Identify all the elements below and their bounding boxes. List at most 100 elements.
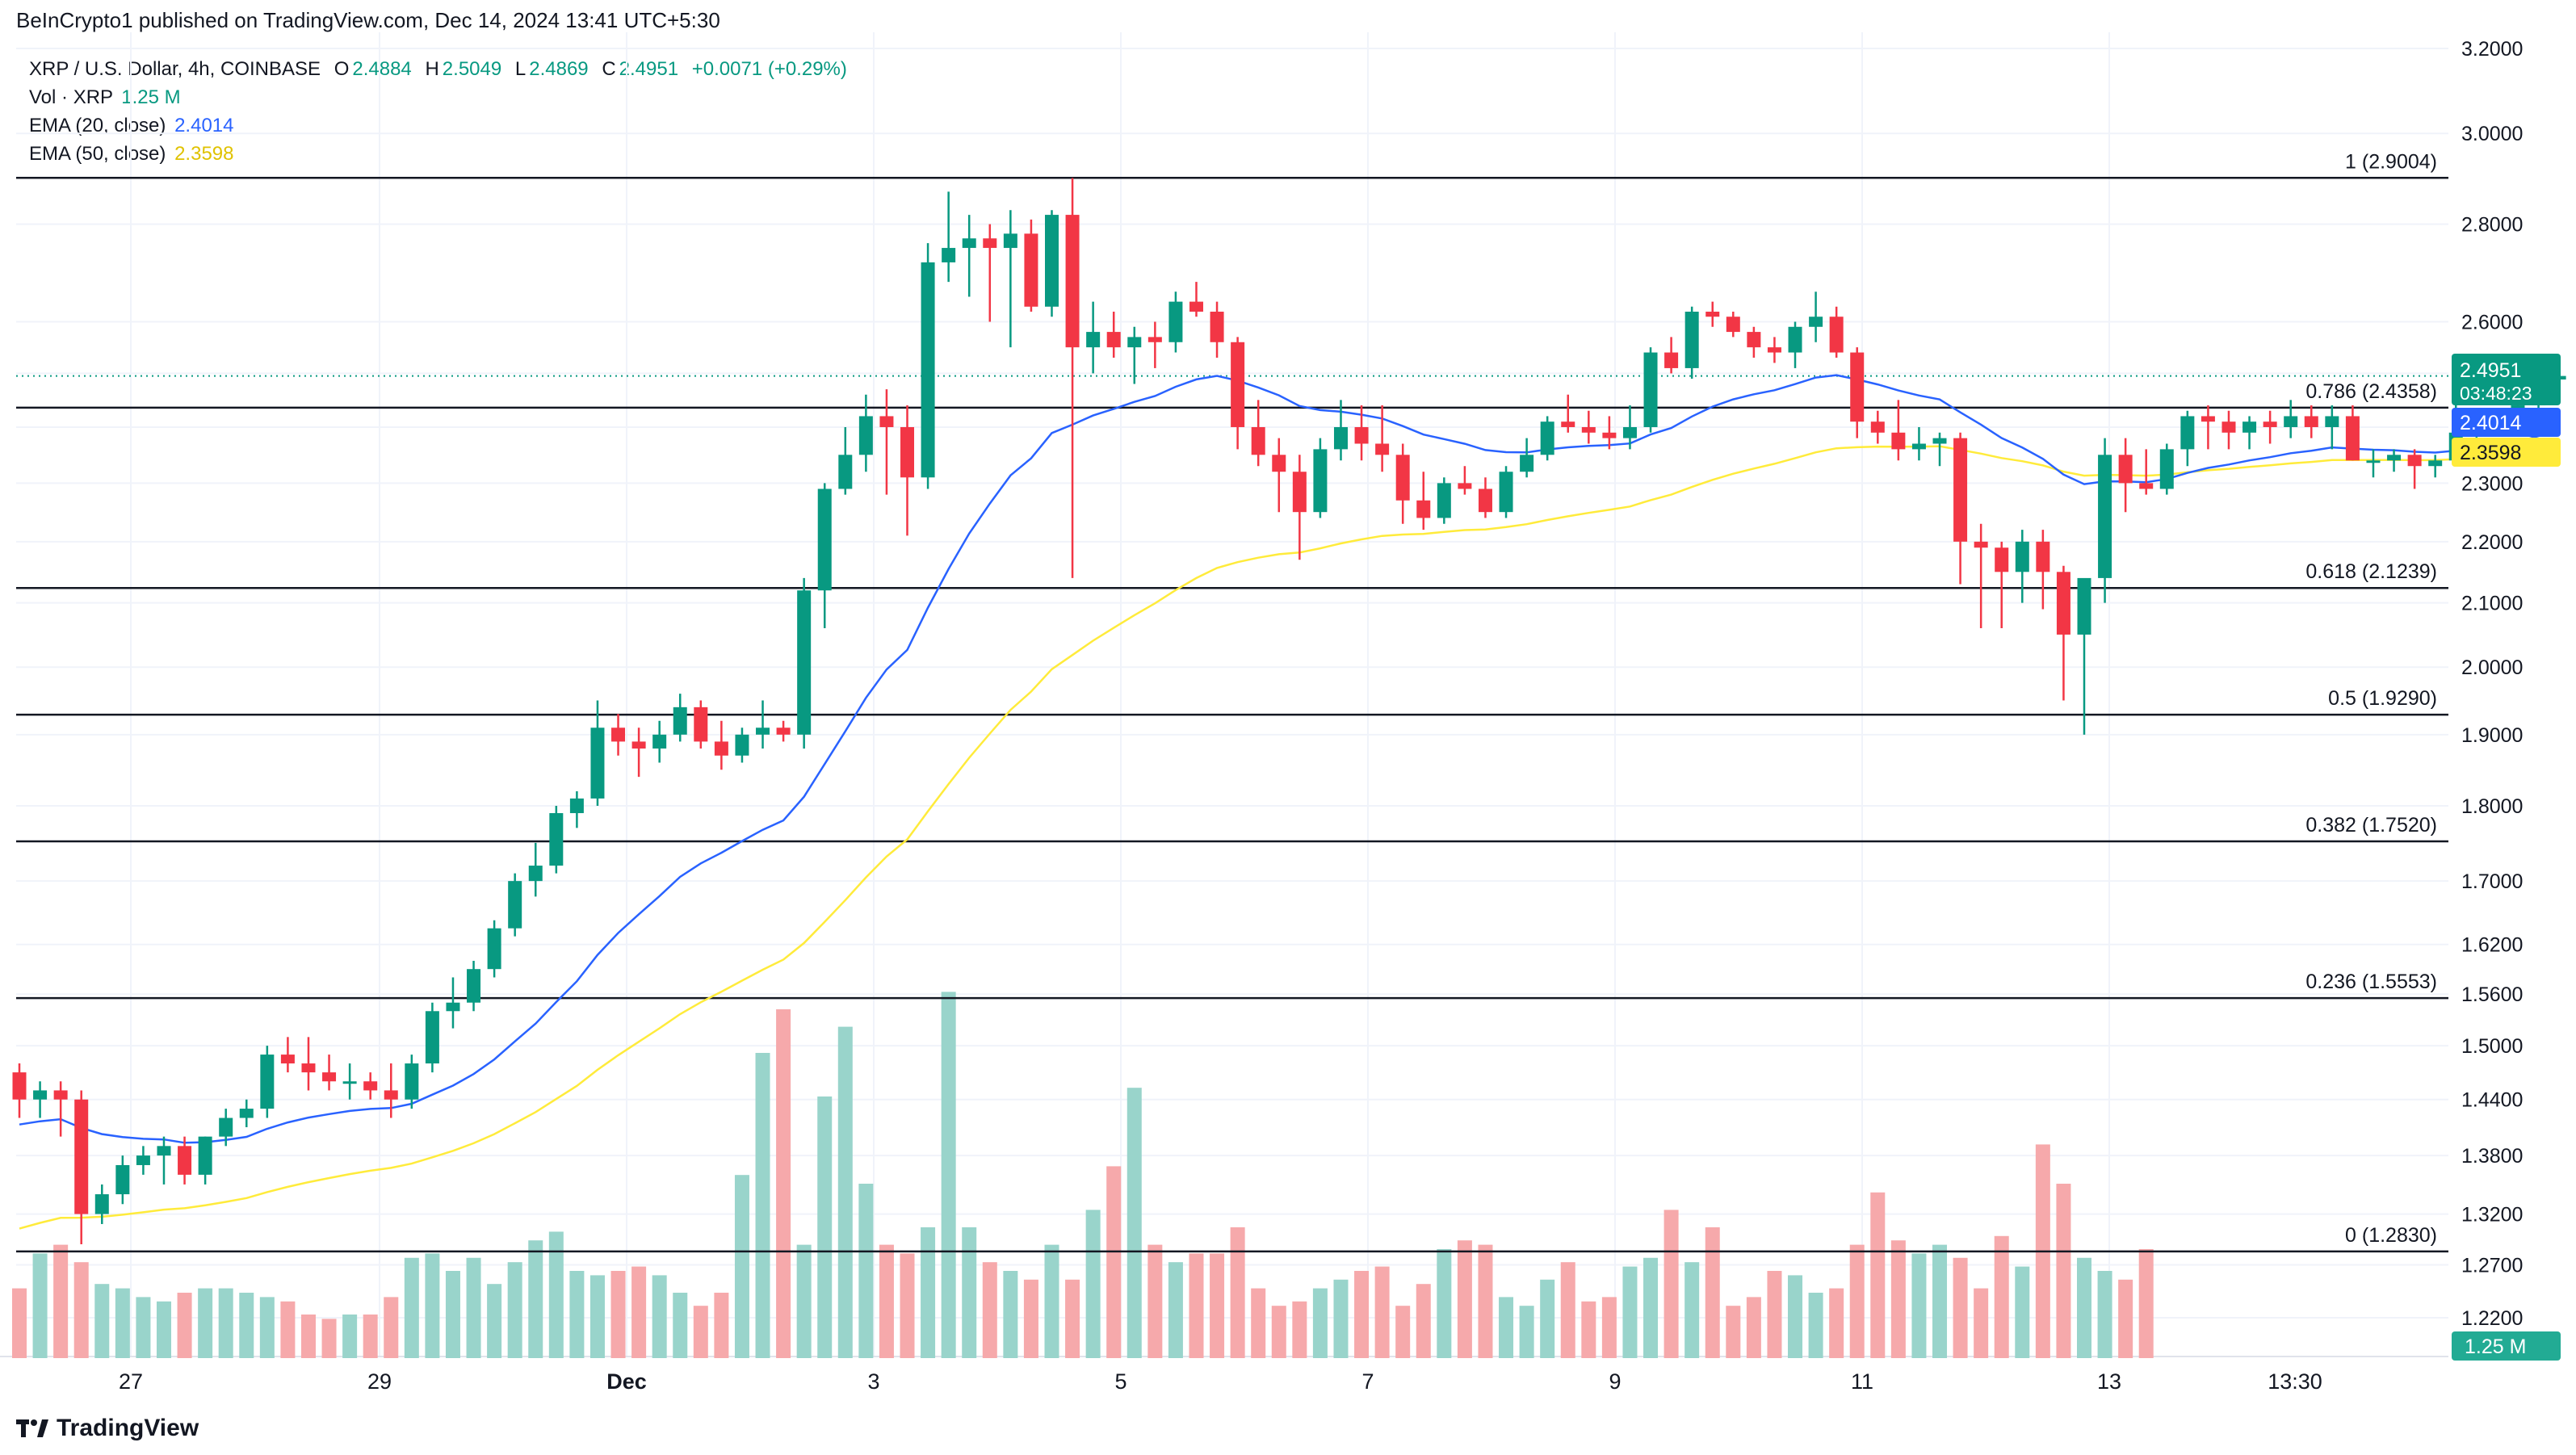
publisher-line: BeInCrypto1 published on TradingView.com… xyxy=(16,8,720,32)
candle-body xyxy=(1292,472,1307,513)
volume-bar xyxy=(569,1271,585,1358)
candle-body xyxy=(817,488,832,591)
candle-body xyxy=(569,798,584,814)
legend-ema50-row[interactable]: EMA (50, close) 2.3598 xyxy=(29,140,847,168)
volume-badge xyxy=(2452,1331,2561,1361)
volume-bar xyxy=(548,1231,564,1358)
volume-bar xyxy=(1416,1284,1431,1358)
fib-label: 0.382 (1.7520) xyxy=(2305,814,2437,837)
volume-bar xyxy=(1168,1262,1183,1358)
volume-bar xyxy=(693,1306,708,1358)
candle-body xyxy=(1995,547,2009,572)
volume-bar xyxy=(1395,1306,1411,1358)
volume-bar xyxy=(1746,1297,1761,1358)
volume-bar xyxy=(1085,1210,1101,1358)
candle-body xyxy=(425,1011,439,1064)
chart-legend: XRP / U.S. Dollar, 4h, COINBASE O 2.4884 … xyxy=(29,55,847,168)
candle-body xyxy=(94,1194,109,1214)
candle-body xyxy=(1705,312,1720,317)
volume-bar xyxy=(1560,1262,1575,1358)
candle-body xyxy=(1210,312,1224,342)
candle-body xyxy=(508,881,522,929)
legend-volume-row[interactable]: Vol · XRP 1.25 M xyxy=(29,83,847,111)
candle-body xyxy=(631,741,646,749)
countdown-text: 03:48:23 xyxy=(2460,383,2532,404)
volume-bar xyxy=(1437,1249,1452,1358)
high-label: H xyxy=(425,58,439,80)
candle-body xyxy=(1147,337,1162,342)
candle-body xyxy=(2139,483,2154,489)
volume-bar xyxy=(1126,1088,1142,1358)
candle-body xyxy=(74,1099,89,1214)
volume-bar xyxy=(1849,1244,1865,1358)
legend-symbol-row: XRP / U.S. Dollar, 4h, COINBASE O 2.4884 … xyxy=(29,55,847,83)
candle-body xyxy=(2387,455,2402,461)
footer-brand: TradingView xyxy=(57,1415,199,1441)
volume-bar xyxy=(445,1271,460,1358)
volume-bar xyxy=(342,1315,358,1358)
candle-body xyxy=(115,1164,130,1195)
ema50-value: 2.3598 xyxy=(174,143,234,165)
volume-bar xyxy=(755,1053,770,1358)
open-label: O xyxy=(334,58,350,80)
volume-bar xyxy=(321,1319,337,1358)
candle-body xyxy=(1520,455,1534,472)
volume-bar xyxy=(796,1244,812,1358)
volume-bar xyxy=(1953,1257,1968,1358)
candle-body xyxy=(1272,455,1286,472)
time-axis[interactable]: 27 29 Dec 3 5 7 9 11 13 13:30 xyxy=(119,1369,2322,1394)
candle-body xyxy=(2118,455,2133,484)
candle-body xyxy=(2345,416,2360,461)
candle-body xyxy=(2180,416,2195,450)
symbol-label[interactable]: XRP / U.S. Dollar, 4h, COINBASE xyxy=(29,58,321,80)
time-tick-label: 29 xyxy=(367,1369,392,1394)
candle-body xyxy=(942,248,956,262)
candle-body xyxy=(239,1109,254,1118)
candle-body xyxy=(1313,449,1328,513)
candle-body xyxy=(1911,443,1926,450)
fib-levels: 1 (2.9004) 0.786 (2.4358) 0.618 (2.1239) 0.… xyxy=(16,150,2448,1253)
fib-label: 0.5 (1.9290) xyxy=(2328,687,2437,710)
candle-body xyxy=(735,734,749,756)
volume-bar xyxy=(2056,1184,2071,1358)
price-axis[interactable]: 3.20003.00002.80002.60002.50002.40002.30… xyxy=(2461,38,2523,1330)
footer[interactable]: TradingView xyxy=(16,1415,199,1442)
candle-body xyxy=(1168,301,1183,342)
volume-bar xyxy=(817,1096,833,1358)
volume-bar xyxy=(1767,1271,1782,1358)
candle-body xyxy=(301,1063,316,1073)
time-tick-label: 7 xyxy=(1361,1369,1374,1394)
candle-body xyxy=(776,728,791,735)
candle-body xyxy=(838,455,853,489)
candle-body xyxy=(363,1081,378,1091)
volume-bar xyxy=(1705,1227,1720,1358)
volume-bar xyxy=(2077,1257,2091,1358)
volume-bar xyxy=(1519,1306,1534,1358)
time-tick-label: 13 xyxy=(2097,1369,2121,1394)
candle-body xyxy=(384,1090,398,1100)
candle-body xyxy=(1189,301,1203,312)
candle-body xyxy=(549,813,564,866)
volume-bar xyxy=(1189,1253,1204,1358)
candle-body xyxy=(446,1002,460,1012)
volume-bar xyxy=(1540,1279,1555,1358)
price-tick-label: 2.2000 xyxy=(2461,531,2523,554)
candle-body xyxy=(487,928,501,970)
candle-body xyxy=(2284,416,2298,427)
volume-bar xyxy=(1890,1240,1906,1358)
ema50-line xyxy=(19,445,2560,1230)
volume-bar xyxy=(384,1297,399,1358)
close-value: 2.4951 xyxy=(619,58,679,80)
candle-body xyxy=(1045,215,1059,307)
close-label: C xyxy=(602,58,616,80)
price-tick-label: 1.7000 xyxy=(2461,870,2523,893)
volume-bar xyxy=(1457,1240,1472,1358)
volume-bar xyxy=(776,1009,791,1358)
volume-bar xyxy=(528,1240,543,1358)
volume-bar xyxy=(1065,1279,1080,1358)
candle-body xyxy=(2056,572,2070,635)
volume-bar xyxy=(136,1297,151,1358)
candle-body xyxy=(756,728,770,735)
